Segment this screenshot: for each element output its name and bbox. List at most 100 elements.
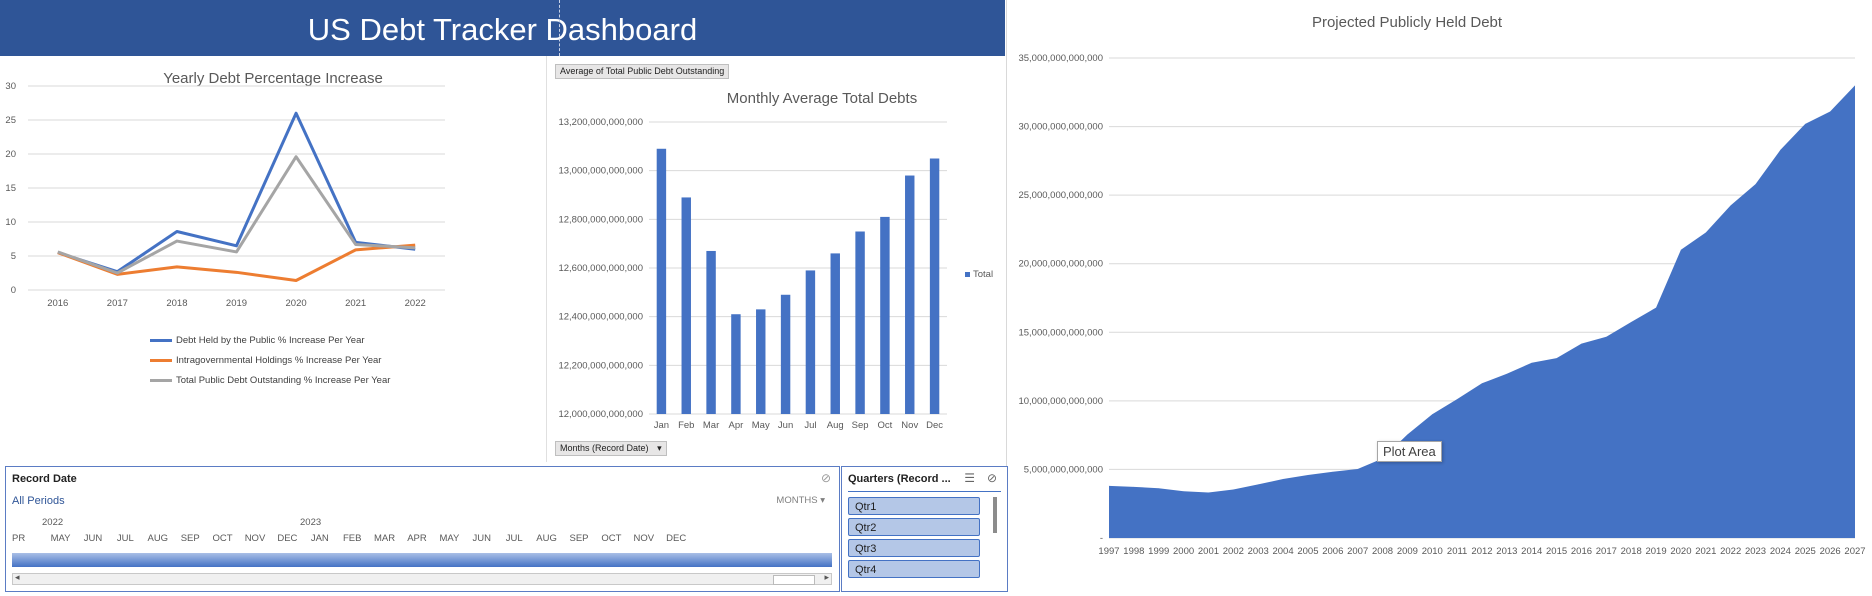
y-tick-label: 12,200,000,000,000 — [558, 360, 643, 371]
y-tick-label: 13,200,000,000,000 — [558, 117, 643, 128]
bar[interactable] — [731, 314, 741, 414]
x-tick-label: 2020 — [1670, 546, 1691, 557]
x-tick-label: Jun — [778, 420, 793, 431]
timeline-month-label[interactable]: FEB — [342, 533, 362, 544]
timeline-month-label[interactable]: NOV — [244, 533, 266, 544]
record-date-timeline[interactable]: Record Date ⊘ All Periods MONTHS ▾ 2022 2… — [5, 466, 840, 592]
quarter-item[interactable]: Qtr1 — [848, 497, 980, 515]
dashboard-banner: US Debt Tracker Dashboard — [0, 0, 1005, 56]
x-tick-label: Aug — [827, 420, 844, 431]
bar-chart-panel[interactable]: Average of Total Public Debt Outstanding… — [546, 56, 1007, 462]
time-level-label: MONTHS — [776, 495, 818, 506]
x-tick-label: 2011 — [1447, 546, 1467, 557]
timeline-month-label[interactable]: OCT — [601, 533, 622, 544]
bar[interactable] — [681, 197, 691, 414]
multi-select-icon[interactable]: ☰ — [964, 471, 975, 485]
timeline-month-label[interactable]: MAY — [439, 533, 460, 544]
x-tick-label: 2000 — [1173, 546, 1194, 557]
legend-swatch — [150, 338, 172, 342]
x-tick-label: 2022 — [405, 298, 426, 309]
timeline-month-label[interactable]: JUN — [83, 533, 103, 544]
x-tick-label: Oct — [878, 420, 893, 431]
quarters-slicer[interactable]: Quarters (Record ... ☰ ⊘ Qtr1 Qtr2 Qtr3 Qtr… — [841, 466, 1008, 592]
legend-swatch — [150, 378, 172, 382]
timeline-month-label[interactable]: OCT — [212, 533, 233, 544]
pivot-value-field-button[interactable]: Average of Total Public Debt Outstanding — [555, 64, 730, 79]
pivot-axis-field-button[interactable]: Months (Record Date) ▾ — [555, 441, 667, 456]
x-tick-label: 2012 — [1471, 546, 1492, 557]
clear-filter-icon[interactable]: ⊘ — [820, 471, 831, 485]
timeline-month-label[interactable]: JUL — [505, 533, 523, 544]
bar[interactable] — [756, 309, 766, 414]
scroll-right-icon[interactable]: ▸ — [824, 572, 829, 582]
area-series[interactable] — [1109, 85, 1855, 538]
legend-label: Debt Held by the Public % Increase Per Y… — [176, 335, 365, 346]
timeline-month-label[interactable]: APR — [407, 533, 427, 544]
y-tick-label: 20 — [5, 149, 16, 160]
timeline-month-label[interactable]: JUN — [472, 533, 492, 544]
y-tick-label: 20,000,000,000,000 — [1018, 259, 1103, 270]
x-tick-label: 2015 — [1546, 546, 1567, 557]
timeline-month-label[interactable]: AUG — [147, 533, 169, 544]
chart-title: Yearly Debt Percentage Increase — [163, 70, 383, 87]
timeline-month-label[interactable]: DEC — [666, 533, 687, 544]
quarter-item[interactable]: Qtr4 — [848, 560, 980, 578]
bar[interactable] — [805, 270, 816, 414]
slicer-divider — [848, 491, 1001, 492]
bar[interactable] — [656, 148, 667, 414]
y-tick-label: 15 — [5, 183, 16, 194]
legend-entry[interactable]: Debt Held by the Public % Increase Per Y… — [150, 335, 365, 346]
time-level-dropdown[interactable]: MONTHS ▾ — [776, 495, 825, 506]
bar[interactable] — [855, 231, 865, 415]
bar[interactable] — [780, 294, 791, 414]
x-tick-label: 1998 — [1123, 546, 1144, 557]
quarter-item[interactable]: Qtr2 — [848, 518, 980, 536]
area-chart-panel[interactable]: Projected Publicly Held Debt - 5,000,000,… — [1006, 0, 1869, 592]
bar[interactable] — [929, 158, 940, 415]
timeline-year-label: 2022 — [42, 517, 64, 528]
timeline-month-label[interactable]: SEP — [180, 533, 200, 544]
x-tick-label: Nov — [901, 420, 918, 431]
timeline-month-label[interactable]: NOV — [633, 533, 655, 544]
x-tick-label: Jul — [804, 420, 816, 431]
chevron-down-icon: ▾ — [820, 495, 825, 506]
area-chart-svg: - 5,000,000,000,000 10,000,000,000,000 15,0… — [1018, 53, 1865, 557]
series-line[interactable] — [57, 111, 416, 274]
bar[interactable] — [706, 250, 716, 414]
legend-entry[interactable]: Total Public Debt Outstanding % Increase… — [150, 375, 390, 386]
x-tick-label: 2013 — [1496, 546, 1517, 557]
x-tick-label: 2018 — [166, 298, 187, 309]
timeline-bar[interactable] — [12, 553, 832, 567]
y-tick-label: 12,400,000,000,000 — [558, 312, 643, 323]
slicer-scrollbar[interactable] — [993, 497, 997, 533]
axis-field-label: Months (Record Date) — [560, 443, 649, 453]
line-chart-panel[interactable]: Yearly Debt Percentage Increase 0 5 10 15 20… — [0, 56, 546, 462]
bar[interactable] — [905, 175, 915, 414]
scroll-thumb[interactable] — [773, 575, 815, 585]
x-tick-label: Mar — [703, 420, 719, 431]
bar[interactable] — [880, 216, 890, 414]
timeline-month-label[interactable]: AUG — [536, 533, 557, 544]
legend-swatch — [150, 358, 172, 362]
timeline-month-label[interactable]: JUL — [116, 533, 134, 544]
y-tick-label: 30,000,000,000,000 — [1018, 122, 1103, 133]
scroll-left-icon[interactable]: ◂ — [15, 572, 20, 582]
timeline-month-label[interactable]: DEC — [277, 533, 298, 544]
legend-label: Total Public Debt Outstanding % Increase… — [176, 375, 391, 386]
timeline-month-label[interactable]: JAN — [310, 533, 329, 544]
quarter-item[interactable]: Qtr3 — [848, 539, 980, 557]
bar[interactable] — [830, 253, 840, 414]
clear-filter-icon[interactable]: ⊘ — [986, 471, 997, 485]
x-tick-label: 2010 — [1422, 546, 1443, 557]
x-tick-label: Dec — [926, 420, 943, 431]
timeline-year-label: 2023 — [300, 517, 322, 528]
timeline-month-label[interactable]: MAR — [374, 533, 396, 544]
timeline-month-label[interactable]: PR — [12, 533, 26, 544]
dropdown-arrow-icon[interactable]: ▾ — [657, 443, 662, 453]
timeline-month-label[interactable]: SEP — [569, 533, 589, 544]
timeline-scrollbar[interactable]: ◂ ▸ — [12, 572, 832, 585]
legend-label: Total — [973, 269, 993, 280]
legend-entry[interactable]: Intragovernmental Holdings % Increase Pe… — [150, 355, 381, 366]
timeline-month-label[interactable]: MAY — [50, 533, 71, 544]
y-tick-label: 25 — [5, 115, 16, 126]
